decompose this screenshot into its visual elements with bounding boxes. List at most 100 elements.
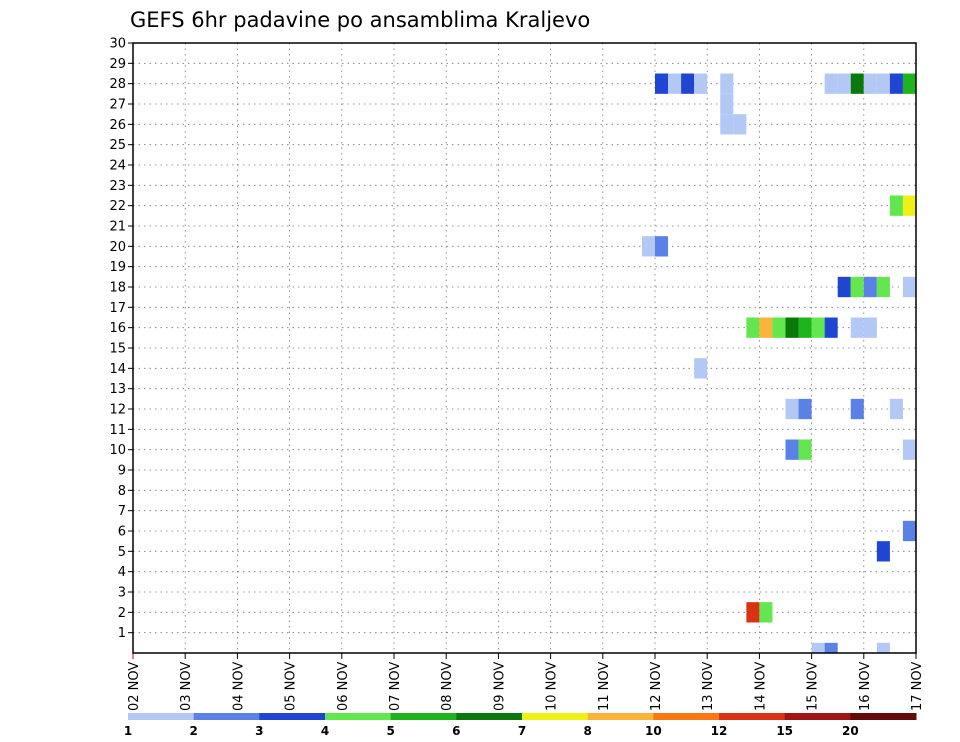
y-axis: 1234567891011121314151617181920212223242… — [109, 37, 133, 641]
y-tick-label: 12 — [109, 403, 126, 418]
precip-cell — [694, 358, 708, 379]
precip-cell — [850, 317, 864, 338]
precip-cell — [850, 276, 864, 298]
y-tick-label: 20 — [109, 240, 126, 255]
y-tick-label: 23 — [109, 179, 126, 194]
precip-cell — [889, 195, 903, 216]
precip-cell — [668, 73, 682, 94]
y-tick-label: 16 — [109, 321, 126, 336]
y-tick-label: 6 — [118, 525, 126, 540]
legend-label: 20 — [842, 724, 859, 738]
x-tick-label: 15 NOV — [806, 662, 821, 711]
precip-cell — [889, 73, 903, 94]
x-tick-label: 09 NOV — [492, 662, 507, 711]
precip-cell — [837, 73, 851, 94]
y-tick-label: 14 — [109, 362, 126, 377]
precip-cell — [902, 73, 916, 94]
precip-cell — [863, 73, 877, 94]
precip-cell — [863, 276, 877, 298]
precip-cell — [798, 398, 812, 420]
y-tick-label: 7 — [118, 504, 126, 519]
y-tick-label: 22 — [109, 199, 126, 214]
y-tick-label: 30 — [109, 37, 126, 52]
precip-cell — [759, 317, 773, 338]
precip-cell — [876, 541, 890, 562]
legend-label: 1 — [124, 724, 132, 738]
y-tick-label: 27 — [109, 98, 126, 113]
precip-cell — [824, 73, 838, 94]
precip-cell — [850, 73, 864, 94]
precip-cell — [720, 114, 734, 135]
legend-label: 5 — [386, 724, 394, 738]
x-tick-label: 08 NOV — [440, 662, 455, 711]
precip-cell — [811, 317, 825, 338]
precip-cell — [824, 642, 838, 653]
x-tick-label: 17 NOV — [910, 662, 925, 711]
legend-label: 3 — [255, 724, 263, 738]
legend-swatch — [653, 713, 720, 720]
legend-label: 6 — [452, 724, 460, 738]
x-tick-label: 16 NOV — [858, 662, 873, 711]
color-legend: 1 2 3 4 5 6 7 8 10 12 15 20 — [124, 713, 917, 738]
y-tick-label: 18 — [109, 281, 126, 296]
precip-cell — [876, 276, 890, 298]
x-tick-label: 07 NOV — [388, 662, 403, 711]
legend-swatch — [587, 713, 654, 720]
x-tick-label: 12 NOV — [649, 662, 664, 711]
precip-cell — [876, 73, 890, 94]
precip-cell — [746, 317, 760, 338]
y-tick-label: 17 — [109, 301, 126, 316]
precip-cell — [811, 642, 825, 653]
y-tick-label: 13 — [109, 382, 126, 397]
x-tick-label: 02 NOV — [127, 662, 142, 711]
precip-cell — [772, 317, 786, 338]
precip-cell — [902, 439, 916, 460]
y-tick-label: 5 — [118, 545, 126, 560]
precip-cell — [681, 73, 695, 94]
legend-swatch — [522, 713, 589, 720]
legend-label: 7 — [518, 724, 526, 738]
y-tick-label: 1 — [118, 626, 126, 641]
legend-swatch — [784, 713, 851, 720]
x-tick-label: 10 NOV — [545, 662, 560, 711]
legend-label: 8 — [583, 724, 591, 738]
y-tick-label: 2 — [118, 606, 126, 621]
precip-cell — [655, 73, 669, 94]
y-tick-label: 29 — [109, 57, 126, 72]
precip-cell — [824, 317, 838, 338]
y-tick-label: 4 — [118, 565, 126, 580]
precip-cell — [850, 398, 864, 420]
legend-swatch — [259, 713, 326, 720]
legend-swatch — [390, 713, 457, 720]
precip-cell — [759, 602, 773, 623]
legend-label: 12 — [711, 724, 728, 738]
precip-cell — [733, 114, 747, 135]
precip-cell — [863, 317, 877, 338]
y-tick-label: 9 — [118, 464, 126, 479]
precip-cell — [720, 73, 734, 94]
legend-swatch — [850, 713, 917, 720]
precip-cell — [798, 439, 812, 460]
precip-cell — [798, 317, 812, 338]
plot-frame — [132, 42, 917, 654]
grid-lines — [133, 43, 916, 653]
precip-cell — [694, 73, 708, 94]
precip-cell — [902, 276, 916, 298]
legend-swatch — [719, 713, 786, 720]
y-tick-label: 28 — [109, 77, 126, 92]
legend-swatch — [456, 713, 523, 720]
precip-cell — [785, 398, 799, 420]
legend-swatch — [325, 713, 392, 720]
x-tick-label: 13 NOV — [701, 662, 716, 711]
x-tick-label: 11 NOV — [597, 662, 612, 711]
y-tick-label: 25 — [109, 138, 126, 153]
precip-cell — [655, 236, 669, 257]
x-tick-label: 06 NOV — [336, 662, 351, 711]
legend-label: 10 — [645, 724, 662, 738]
x-tick-label: 05 NOV — [284, 662, 299, 711]
y-tick-label: 3 — [118, 586, 126, 601]
precip-cell — [902, 520, 916, 542]
y-tick-label: 11 — [109, 423, 126, 438]
y-tick-label: 8 — [118, 484, 126, 499]
